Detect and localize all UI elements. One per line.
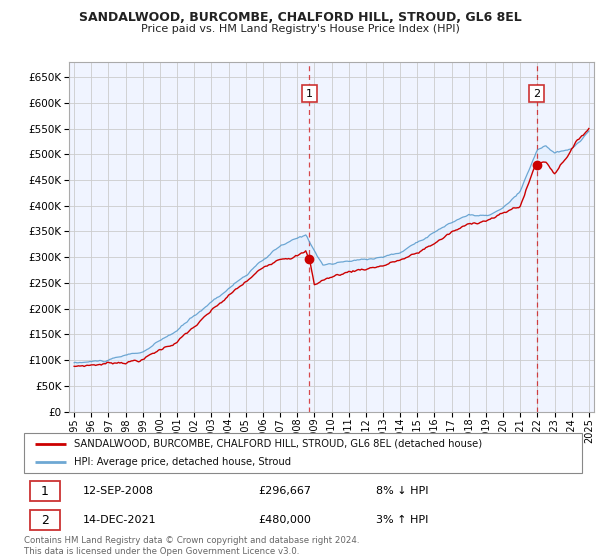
Text: 14-DEC-2021: 14-DEC-2021 — [83, 515, 156, 525]
Text: 2: 2 — [41, 514, 49, 527]
Text: 2: 2 — [533, 88, 540, 99]
Text: £480,000: £480,000 — [259, 515, 311, 525]
Text: SANDALWOOD, BURCOMBE, CHALFORD HILL, STROUD, GL6 8EL (detached house): SANDALWOOD, BURCOMBE, CHALFORD HILL, STR… — [74, 439, 482, 449]
Text: £296,667: £296,667 — [259, 486, 311, 496]
Text: Contains HM Land Registry data © Crown copyright and database right 2024.
This d: Contains HM Land Registry data © Crown c… — [24, 536, 359, 556]
Text: SANDALWOOD, BURCOMBE, CHALFORD HILL, STROUD, GL6 8EL: SANDALWOOD, BURCOMBE, CHALFORD HILL, STR… — [79, 11, 521, 24]
Text: 12-SEP-2008: 12-SEP-2008 — [83, 486, 154, 496]
FancyBboxPatch shape — [24, 433, 582, 473]
FancyBboxPatch shape — [29, 481, 60, 501]
Text: 1: 1 — [41, 484, 49, 498]
Text: 1: 1 — [305, 88, 313, 99]
Text: Price paid vs. HM Land Registry's House Price Index (HPI): Price paid vs. HM Land Registry's House … — [140, 24, 460, 34]
FancyBboxPatch shape — [29, 510, 60, 530]
Text: HPI: Average price, detached house, Stroud: HPI: Average price, detached house, Stro… — [74, 458, 292, 467]
Text: 8% ↓ HPI: 8% ↓ HPI — [376, 486, 428, 496]
Text: 3% ↑ HPI: 3% ↑ HPI — [376, 515, 428, 525]
